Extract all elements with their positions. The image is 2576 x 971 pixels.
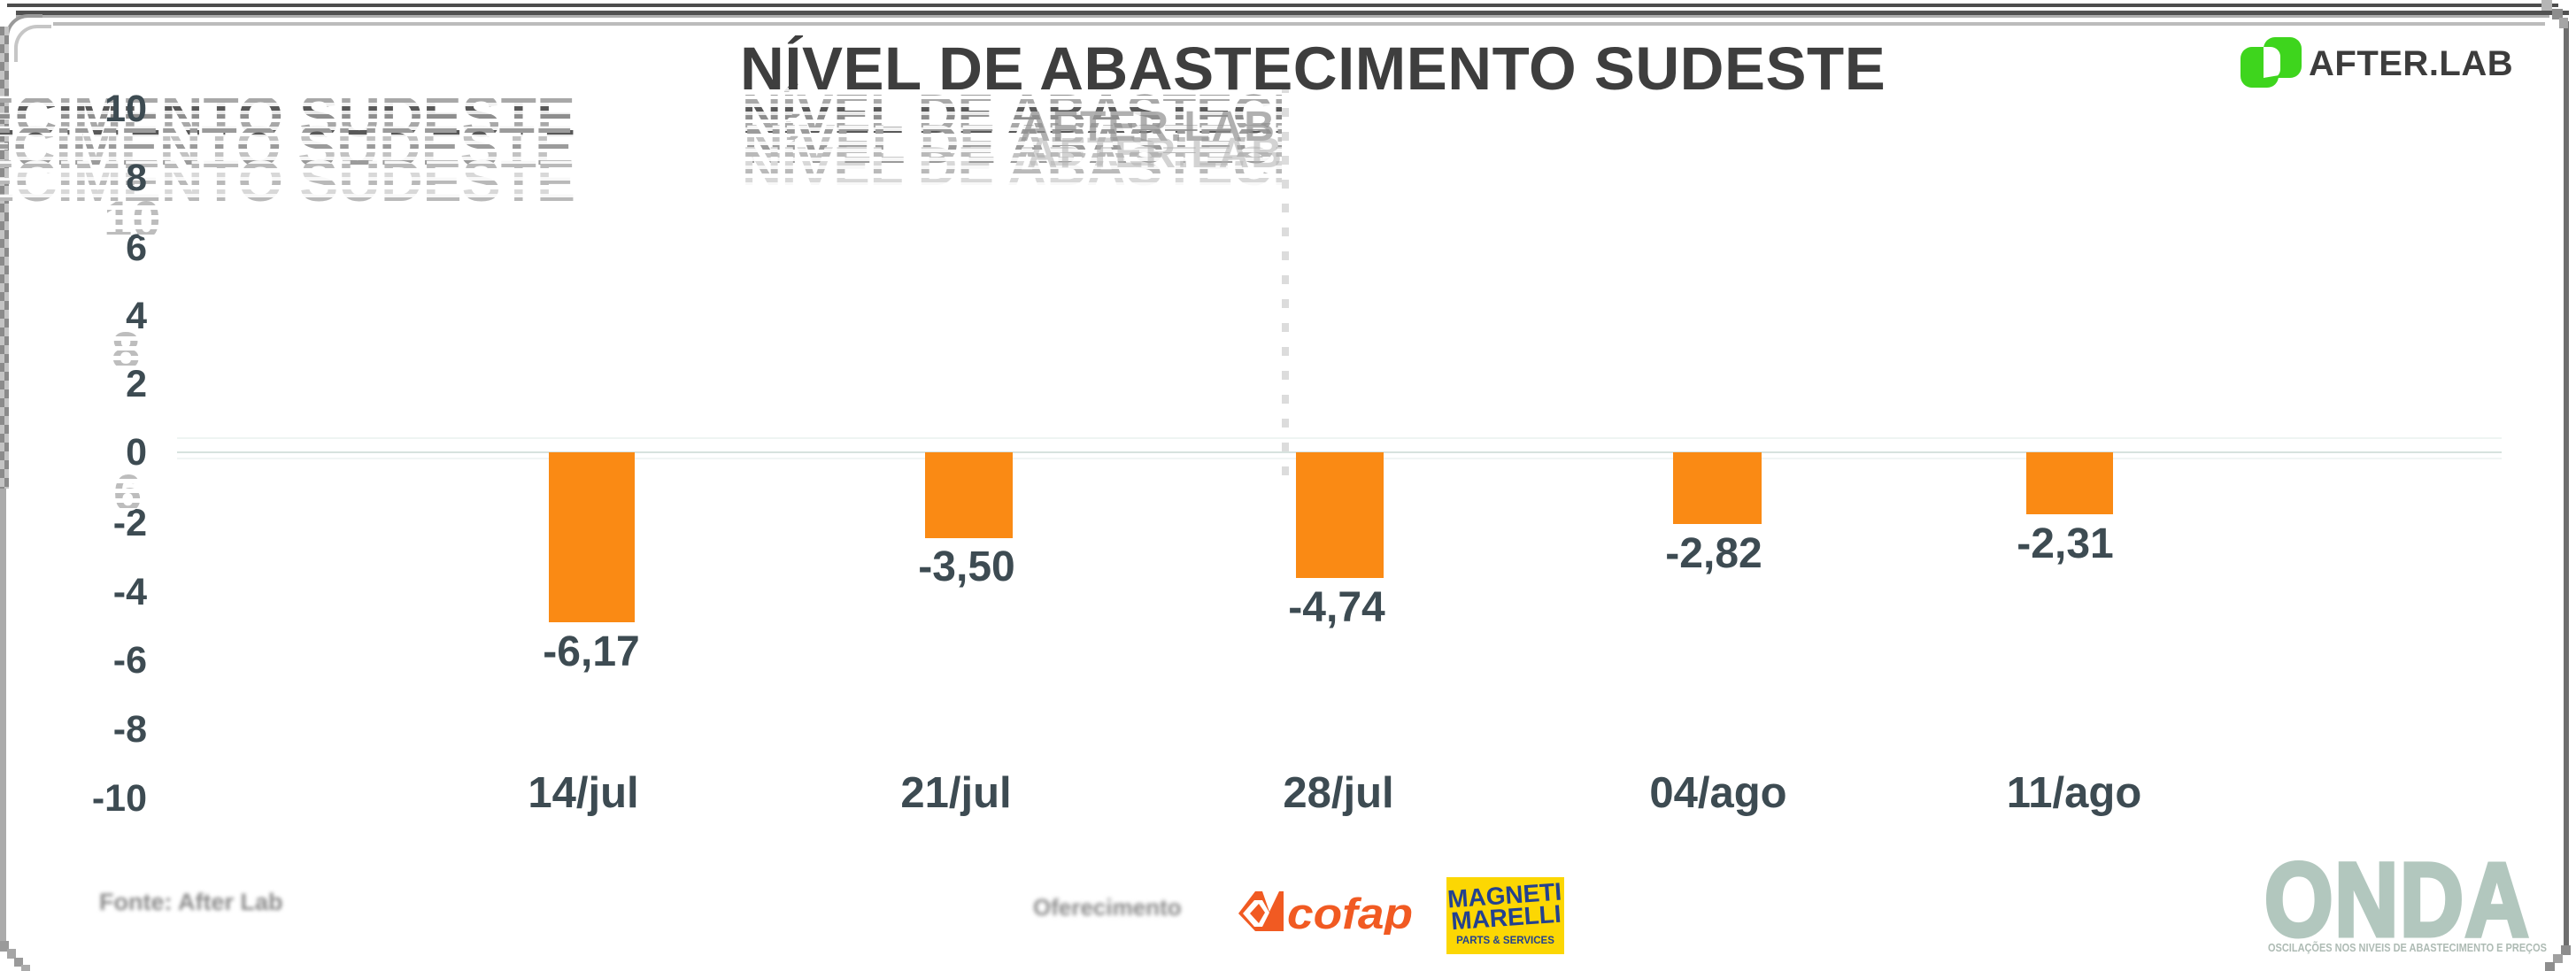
svg-text:cofap: cofap <box>1287 890 1413 935</box>
